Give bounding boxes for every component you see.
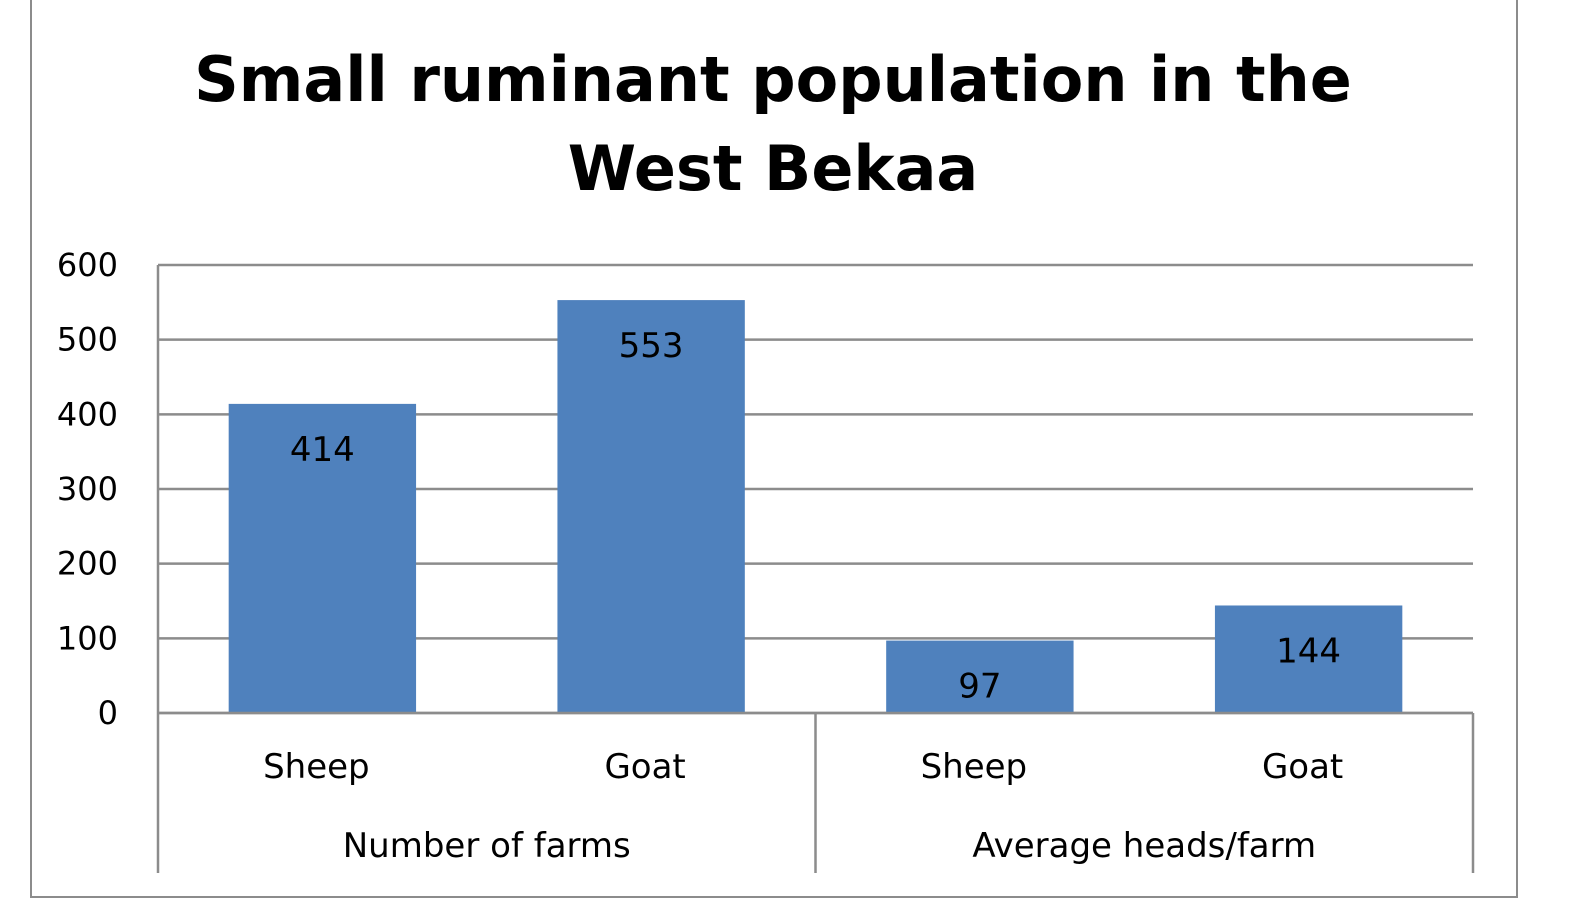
y-tick-label: 400 xyxy=(57,395,118,433)
data-label: 414 xyxy=(290,430,355,470)
data-label: 553 xyxy=(619,326,684,366)
chart-title-line-2: West Bekaa xyxy=(568,132,979,205)
x-group-label: Average heads/farm xyxy=(972,826,1316,866)
y-tick-label: 500 xyxy=(57,321,118,359)
y-tick-label: 600 xyxy=(57,246,118,284)
x-category-label: Goat xyxy=(1262,747,1343,787)
axes xyxy=(156,265,1475,873)
bars xyxy=(228,300,1403,713)
labels: 0 100 200 300 400 500 600 414 Sheep 553 Goat Number… xyxy=(57,246,1343,866)
bar xyxy=(228,403,417,713)
x-category-label: Goat xyxy=(604,747,685,787)
data-label: 144 xyxy=(1276,631,1341,671)
bar xyxy=(1214,605,1403,713)
chart-title-line-1: Small ruminant population in the xyxy=(194,43,1352,116)
y-tick-label: 200 xyxy=(57,545,118,583)
x-group-label: Number of farms xyxy=(343,826,631,866)
bar xyxy=(886,640,1074,713)
y-tick-label: 0 xyxy=(98,694,118,732)
data-label: 97 xyxy=(958,667,1001,707)
y-tick-label: 300 xyxy=(57,470,118,508)
bar xyxy=(557,300,745,713)
x-category-label: Sheep xyxy=(263,747,370,787)
x-category-label: Sheep xyxy=(921,747,1028,787)
y-tick-label: 100 xyxy=(57,619,118,657)
